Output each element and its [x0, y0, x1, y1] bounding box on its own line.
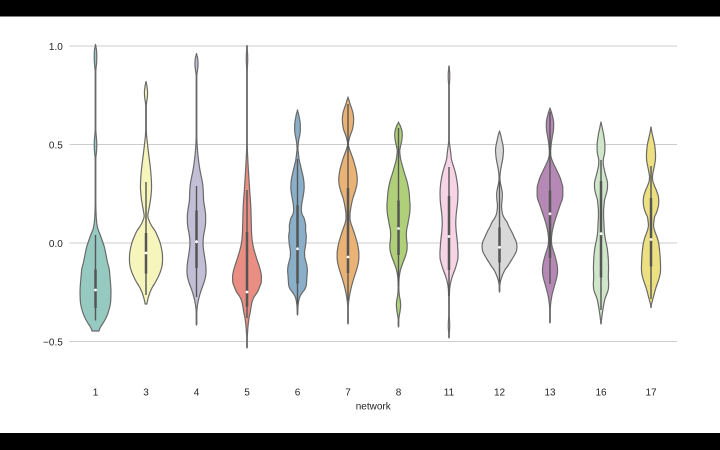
svg-text:11: 11: [444, 387, 455, 398]
svg-text:3: 3: [143, 387, 149, 398]
svg-text:12: 12: [494, 387, 506, 398]
svg-text:7: 7: [345, 387, 351, 398]
svg-text:1: 1: [93, 387, 99, 398]
svg-text:0.5: 0.5: [49, 141, 63, 152]
svg-text:network: network: [356, 402, 392, 413]
svg-text:8: 8: [396, 387, 402, 398]
svg-text:13: 13: [544, 387, 556, 398]
svg-text:6: 6: [295, 387, 301, 398]
svg-text:−0.5: −0.5: [43, 338, 63, 349]
svg-text:4: 4: [194, 387, 200, 398]
svg-text:16: 16: [595, 387, 607, 398]
svg-text:1.0: 1.0: [49, 42, 63, 53]
svg-text:0.0: 0.0: [49, 239, 63, 250]
svg-text:5: 5: [244, 387, 250, 398]
svg-text:17: 17: [645, 387, 657, 398]
